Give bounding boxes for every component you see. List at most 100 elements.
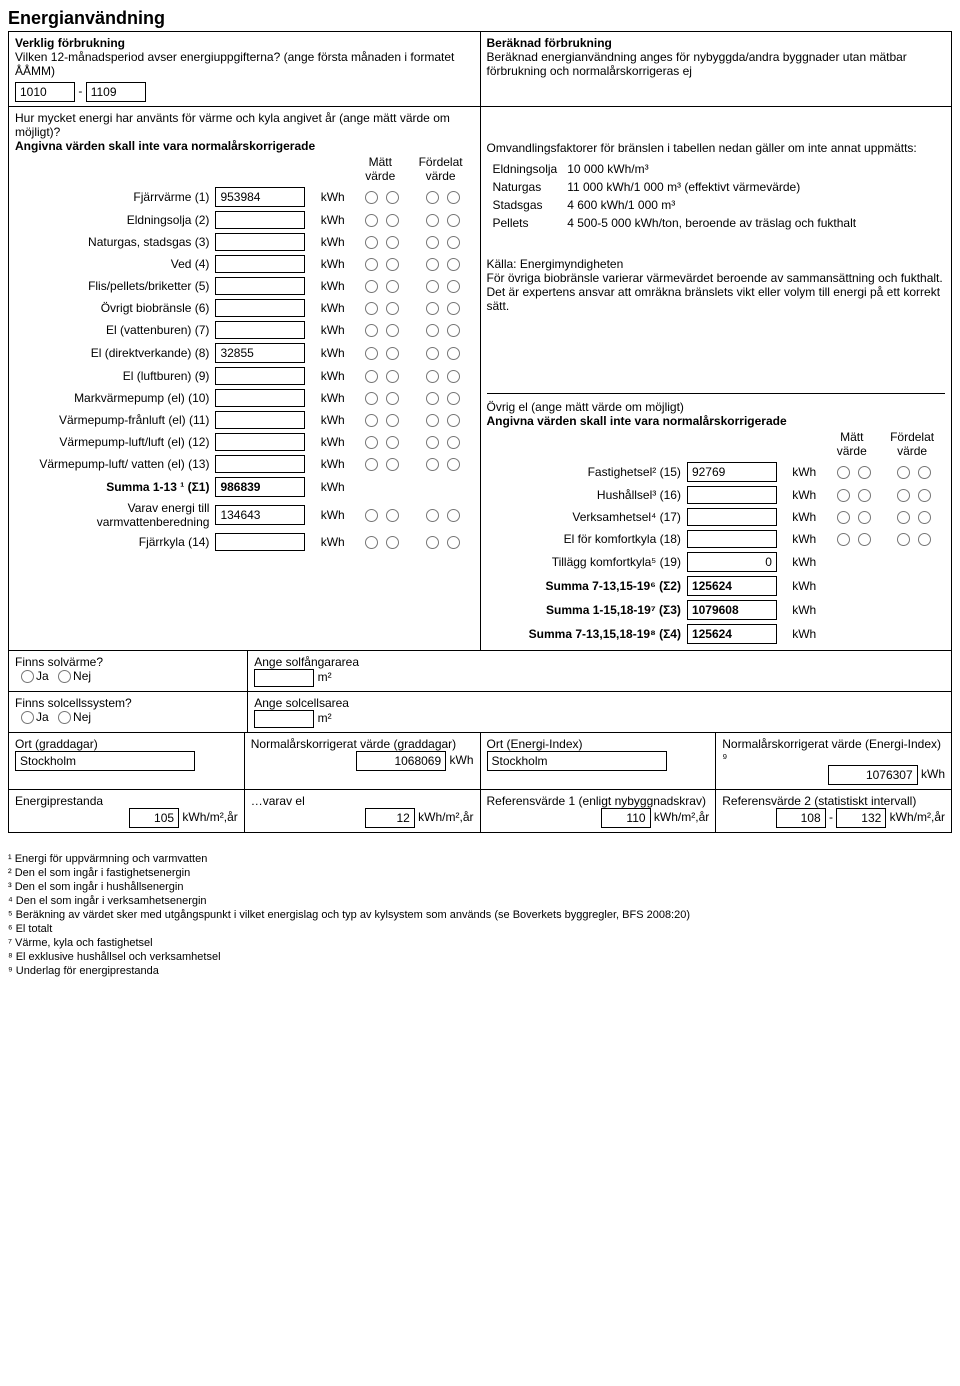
ovrig-ford[interactable] <box>897 533 910 546</box>
fjarrkyla-ford-off[interactable] <box>447 536 460 549</box>
fjarrkyla-matt-off[interactable] <box>386 536 399 549</box>
fordelat-radio-off[interactable] <box>447 302 460 315</box>
solar1-nej[interactable] <box>58 670 71 683</box>
fordelat-radio-off[interactable] <box>447 191 460 204</box>
fordelat-radio[interactable] <box>426 214 439 227</box>
matt-radio-off[interactable] <box>386 302 399 315</box>
varav-ford[interactable] <box>426 509 439 522</box>
fordelat-radio[interactable] <box>426 258 439 271</box>
matt-radio[interactable] <box>365 324 378 337</box>
energy-row-value[interactable] <box>215 211 305 229</box>
matt-radio-off[interactable] <box>386 214 399 227</box>
ovrig-ford[interactable] <box>897 466 910 479</box>
fordelat-radio-off[interactable] <box>447 258 460 271</box>
matt-radio-off[interactable] <box>386 258 399 271</box>
fordelat-radio[interactable] <box>426 191 439 204</box>
energy-row-value[interactable] <box>215 455 305 473</box>
fjarrkyla-value[interactable] <box>215 533 305 551</box>
varav-value[interactable]: 134643 <box>215 505 305 525</box>
fordelat-radio[interactable] <box>426 280 439 293</box>
fordelat-radio[interactable] <box>426 436 439 449</box>
energy-row-value[interactable] <box>215 299 305 317</box>
ovrig-ford-off[interactable] <box>918 466 931 479</box>
ovrig-ford[interactable] <box>897 489 910 502</box>
ort-ei-value[interactable]: Stockholm <box>487 751 667 771</box>
ovrig-ford-off[interactable] <box>918 511 931 524</box>
fordelat-radio[interactable] <box>426 324 439 337</box>
ovrig-row-value[interactable] <box>687 486 777 504</box>
matt-radio-off[interactable] <box>386 436 399 449</box>
fordelat-radio-off[interactable] <box>447 324 460 337</box>
energy-row-value[interactable]: 953984 <box>215 187 305 207</box>
matt-radio[interactable] <box>365 302 378 315</box>
ovrig-matt[interactable] <box>837 511 850 524</box>
energy-row-value[interactable]: 32855 <box>215 343 305 363</box>
fordelat-radio[interactable] <box>426 414 439 427</box>
energy-row-value[interactable] <box>215 277 305 295</box>
matt-radio-off[interactable] <box>386 414 399 427</box>
matt-radio[interactable] <box>365 436 378 449</box>
fordelat-radio-off[interactable] <box>447 458 460 471</box>
solar1-ja[interactable] <box>21 670 34 683</box>
matt-radio-off[interactable] <box>386 458 399 471</box>
energy-row-value[interactable] <box>215 233 305 251</box>
ovrig-ford-off[interactable] <box>918 533 931 546</box>
matt-radio-off[interactable] <box>386 370 399 383</box>
matt-radio[interactable] <box>365 191 378 204</box>
ovrig-matt-off[interactable] <box>858 489 871 502</box>
ovrig-row-value[interactable] <box>687 530 777 548</box>
fordelat-radio[interactable] <box>426 370 439 383</box>
varav-ford-off[interactable] <box>447 509 460 522</box>
fordelat-radio-off[interactable] <box>447 347 460 360</box>
matt-radio[interactable] <box>365 236 378 249</box>
varav-matt[interactable] <box>365 509 378 522</box>
fordelat-radio-off[interactable] <box>447 214 460 227</box>
ovrig-matt[interactable] <box>837 466 850 479</box>
fordelat-radio-off[interactable] <box>447 436 460 449</box>
ovrig-row-value[interactable]: 92769 <box>687 462 777 482</box>
matt-radio[interactable] <box>365 214 378 227</box>
matt-radio[interactable] <box>365 347 378 360</box>
solar-area1[interactable] <box>254 669 314 687</box>
matt-radio-off[interactable] <box>386 324 399 337</box>
fordelat-radio-off[interactable] <box>447 280 460 293</box>
energy-row-value[interactable] <box>215 433 305 451</box>
solar2-ja[interactable] <box>21 711 34 724</box>
matt-radio[interactable] <box>365 370 378 383</box>
period-to[interactable]: 1109 <box>86 82 146 102</box>
matt-radio-off[interactable] <box>386 392 399 405</box>
period-from[interactable]: 1010 <box>15 82 75 102</box>
fordelat-radio-off[interactable] <box>447 392 460 405</box>
fordelat-radio[interactable] <box>426 392 439 405</box>
varav-matt-off[interactable] <box>386 509 399 522</box>
fordelat-radio[interactable] <box>426 302 439 315</box>
fordelat-radio[interactable] <box>426 458 439 471</box>
energy-row-value[interactable] <box>215 367 305 385</box>
matt-radio-off[interactable] <box>386 347 399 360</box>
energy-row-value[interactable] <box>215 255 305 273</box>
fjarrkyla-ford[interactable] <box>426 536 439 549</box>
ovrig-matt[interactable] <box>837 533 850 546</box>
matt-radio[interactable] <box>365 280 378 293</box>
fordelat-radio[interactable] <box>426 347 439 360</box>
fjarrkyla-matt[interactable] <box>365 536 378 549</box>
fordelat-radio-off[interactable] <box>447 414 460 427</box>
ovrig-matt-off[interactable] <box>858 533 871 546</box>
fordelat-radio[interactable] <box>426 236 439 249</box>
matt-radio-off[interactable] <box>386 236 399 249</box>
matt-radio-off[interactable] <box>386 280 399 293</box>
fordelat-radio-off[interactable] <box>447 370 460 383</box>
solar2-nej[interactable] <box>58 711 71 724</box>
matt-radio-off[interactable] <box>386 191 399 204</box>
ovrig-matt-off[interactable] <box>858 511 871 524</box>
ort-grad-value[interactable]: Stockholm <box>15 751 195 771</box>
ovrig-row-value[interactable] <box>687 508 777 526</box>
matt-radio[interactable] <box>365 392 378 405</box>
matt-radio[interactable] <box>365 414 378 427</box>
ovrig-ford-off[interactable] <box>918 489 931 502</box>
energy-row-value[interactable] <box>215 321 305 339</box>
ovrig-matt[interactable] <box>837 489 850 502</box>
solar-area2[interactable] <box>254 710 314 728</box>
energy-row-value[interactable] <box>215 389 305 407</box>
fordelat-radio-off[interactable] <box>447 236 460 249</box>
